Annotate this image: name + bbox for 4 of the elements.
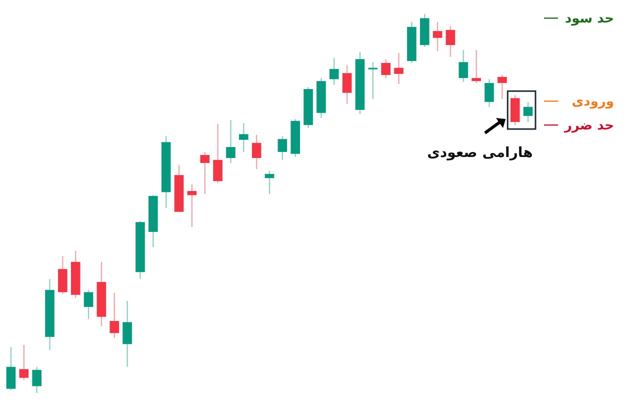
ref-line-label: حد ضرر (563, 118, 614, 134)
ref-line-label: ورودی (572, 94, 614, 110)
annotation: هارامی صعودی (427, 145, 533, 161)
ref-line-label: حد سود (564, 12, 614, 27)
